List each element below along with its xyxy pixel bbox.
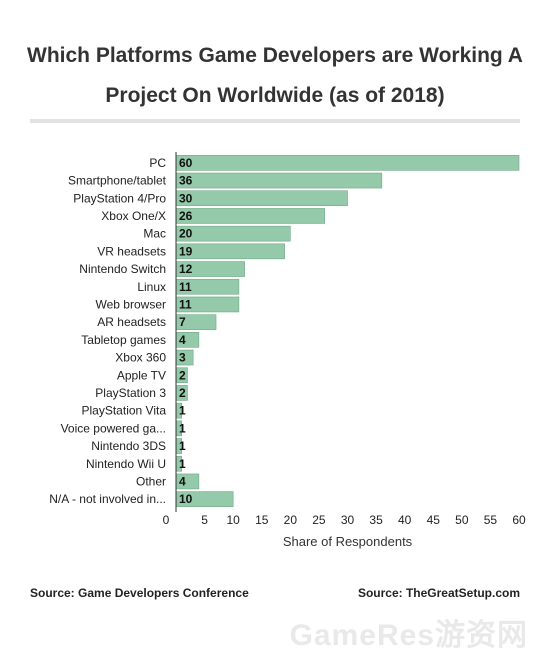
value-label: 12 <box>179 262 193 276</box>
value-label: 1 <box>179 457 186 471</box>
x-tick-label: 25 <box>312 513 326 527</box>
value-label: 3 <box>179 351 186 365</box>
value-label: 4 <box>179 474 186 488</box>
x-axis-title: Share of Respondents <box>283 534 413 549</box>
category-label: Nintendo Switch <box>79 262 166 276</box>
category-label: PlayStation 4/Pro <box>73 191 166 205</box>
bar <box>175 190 348 207</box>
value-label: 19 <box>179 244 193 258</box>
category-label: Tabletop games <box>81 333 166 347</box>
x-tick-label: 20 <box>284 513 298 527</box>
category-label: VR headsets <box>97 244 166 258</box>
value-label: 4 <box>179 333 186 347</box>
value-label: 10 <box>179 492 193 506</box>
category-label: Linux <box>137 280 166 294</box>
x-tick-label: 15 <box>255 513 269 527</box>
x-tick-label: 35 <box>369 513 383 527</box>
chart-title: Which Platforms Game Developers are Work… <box>27 44 523 107</box>
category-label: Xbox One/X <box>101 209 166 223</box>
value-label: 36 <box>179 174 193 188</box>
value-label: 30 <box>179 191 193 205</box>
title-divider <box>30 119 520 123</box>
category-label: PC <box>149 156 166 170</box>
bar <box>175 225 291 242</box>
x-tick-label: 5 <box>201 513 208 527</box>
x-tick-label: 50 <box>455 513 469 527</box>
watermark: GameRes游资网 <box>289 619 528 652</box>
value-label: 1 <box>179 421 186 435</box>
bar <box>175 172 383 189</box>
x-tick-label: 55 <box>484 513 498 527</box>
x-tick-label: 10 <box>226 513 240 527</box>
value-label: 60 <box>179 156 193 170</box>
category-label: Voice powered ga... <box>61 421 166 435</box>
category-label: Xbox 360 <box>115 351 166 365</box>
category-label: Mac <box>143 227 166 241</box>
x-tick-label: 0 <box>163 513 170 527</box>
category-label: AR headsets <box>97 315 166 329</box>
value-label: 11 <box>179 280 192 294</box>
value-label: 7 <box>179 315 186 329</box>
value-label: 20 <box>179 227 193 241</box>
value-label: 2 <box>179 386 186 400</box>
category-labels-group: PC Smartphone/tablet PlayStation 4/Pro Xbox… <box>49 156 166 506</box>
x-tick-label: 30 <box>341 513 355 527</box>
value-label: 26 <box>179 209 193 223</box>
source-left: Source: Game Developers Conference <box>30 586 249 600</box>
x-tick-label: 40 <box>398 513 412 527</box>
x-tick-label: 45 <box>427 513 441 527</box>
category-label: Nintendo 3DS <box>91 439 166 453</box>
category-label: N/A - not involved in... <box>49 492 166 506</box>
bar <box>175 155 520 171</box>
value-label: 1 <box>179 404 186 418</box>
value-label: 1 <box>179 439 186 453</box>
x-ticks-group: 0 5 10 15 20 25 30 35 40 45 50 55 60 <box>163 513 526 527</box>
category-label: Smartphone/tablet <box>68 174 167 188</box>
category-label: PlayStation Vita <box>82 404 167 418</box>
category-label: PlayStation 3 <box>95 386 166 400</box>
x-tick-label: 60 <box>512 513 526 527</box>
category-label: Other <box>136 474 166 488</box>
category-label: Nintendo Wii U <box>86 457 166 471</box>
value-label: 2 <box>179 368 186 382</box>
category-label: Web browser <box>96 297 166 311</box>
category-label: Apple TV <box>117 368 166 382</box>
source-right: Source: TheGreatSetup.com <box>357 586 520 600</box>
bar <box>175 208 325 224</box>
value-label: 11 <box>179 297 192 311</box>
